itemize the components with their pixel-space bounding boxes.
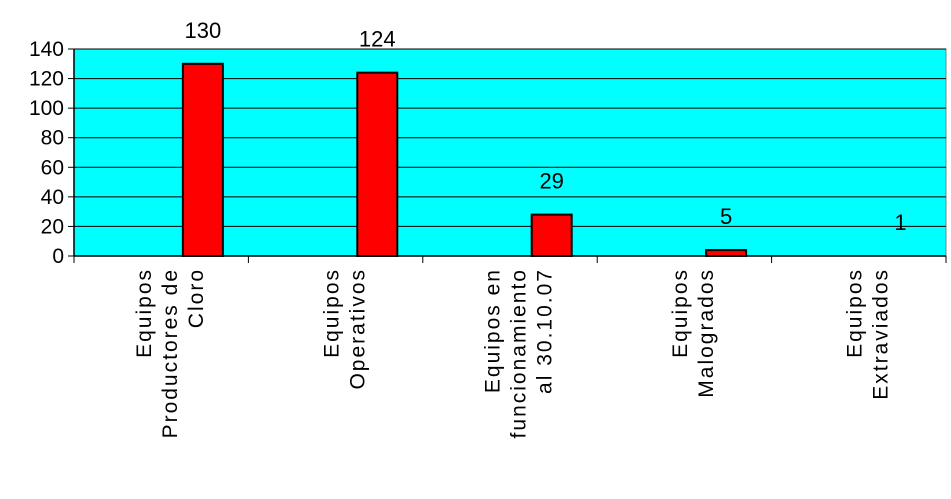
category-label-line: Cloro: [185, 268, 208, 328]
data-label: 29: [539, 169, 563, 194]
category-label-line: Equipos: [844, 268, 867, 358]
category-label-line: Equipos: [133, 268, 156, 358]
bar: [356, 71, 399, 257]
data-labels: 130 124 29 5 1: [185, 18, 907, 235]
category-label-line: Productores de: [159, 268, 182, 438]
bar: [530, 213, 573, 258]
bar: [705, 249, 748, 257]
category-label-line: Operativos: [346, 268, 369, 390]
data-label: 124: [359, 27, 396, 52]
category-label-line: funcionamiento: [508, 268, 531, 438]
category-label: Equipos Operativos: [320, 268, 369, 390]
y-tick-label: 0: [52, 245, 64, 268]
bar: [181, 62, 224, 257]
y-tick-label: 20: [41, 215, 64, 238]
y-tick-label: 140: [29, 38, 64, 61]
category-label: Equipos Malogrados: [669, 268, 718, 398]
category-label: Equipos en funcionamiento al 30.10.07: [482, 268, 557, 438]
x-axis-ticks: [73, 256, 947, 263]
y-tick-label: 60: [41, 156, 64, 179]
y-tick-label: 100: [29, 97, 64, 120]
y-axis-ticks: 0 20 40 60 80 100 120 140: [29, 38, 74, 268]
category-label-line: Malogrados: [695, 268, 718, 398]
data-label: 1: [894, 210, 906, 235]
category-label-line: Equipos: [320, 268, 343, 358]
y-tick-label: 40: [41, 186, 64, 209]
data-label: 5: [720, 204, 732, 229]
category-label-line: Extraviados: [870, 268, 893, 400]
y-tick-label: 120: [29, 68, 64, 91]
data-label: 130: [185, 18, 222, 43]
category-label-line: Equipos en: [482, 268, 505, 393]
y-tick-label: 80: [41, 127, 64, 150]
category-label: Equipos Productores de Cloro: [133, 268, 208, 438]
category-label-line: Equipos: [669, 268, 692, 358]
category-label: Equipos Extraviados: [844, 268, 893, 400]
category-labels: Equipos Productores de Cloro Equipos Operati…: [133, 268, 893, 438]
bars: [181, 62, 748, 258]
category-label-line: al 30.10.07: [534, 268, 557, 394]
